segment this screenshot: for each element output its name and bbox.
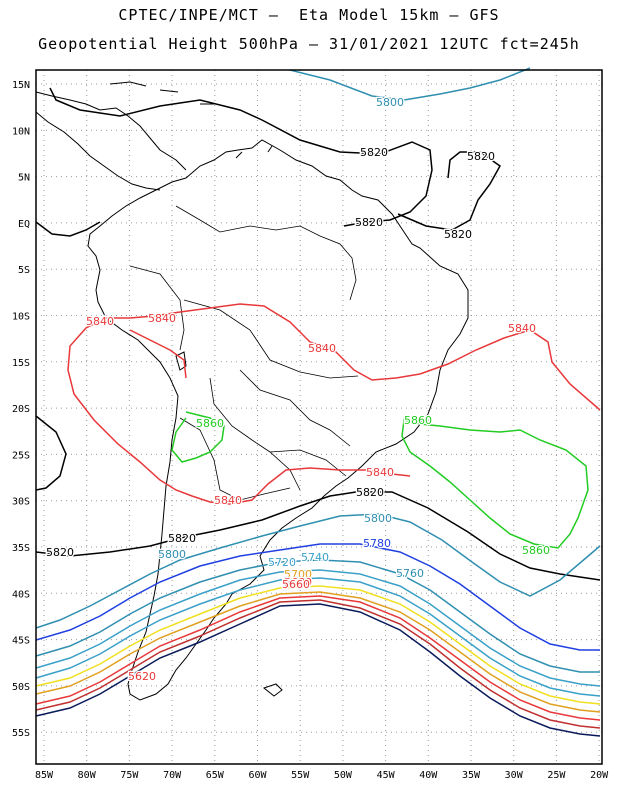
longitude-tick-label: 50W (334, 770, 353, 781)
contour-value-label: 5800 (364, 512, 392, 525)
longitude-tick-label: 80W (78, 770, 97, 781)
contour-value-label: 5840 (148, 312, 176, 325)
contour-5860-east (401, 419, 589, 549)
contour-value-label: 5840 (308, 342, 336, 355)
height-contours (35, 67, 601, 737)
latitude-tick-label: 55S (12, 728, 30, 739)
contour-5820-east (397, 151, 501, 231)
contour-5800-north (289, 67, 531, 101)
central-america-coastline (35, 111, 161, 191)
contour-5820-north (49, 87, 433, 227)
longitude-tick-label: 85W (35, 770, 54, 781)
contour-labels: 5800 5820 5820 5820 5820 5840 5840 5840 5840 5840… (45, 95, 552, 685)
contour-5820-nw (35, 221, 101, 237)
longitude-axis: 85W 80W 75W 70W 65W 60W 55W 50W 45W 40W 35W 30W 25W 2… (35, 770, 609, 781)
latitude-tick-label: 35S (12, 543, 30, 554)
contour-value-label: 5800 (158, 548, 186, 561)
contour-value-label: 5820 (360, 146, 388, 159)
latitude-tick-label: 30S (12, 497, 30, 508)
contour-value-label: 5760 (396, 567, 424, 580)
lake-titicaca (175, 351, 187, 371)
contour-5780 (35, 543, 600, 651)
contour-value-label: 5840 (214, 494, 242, 507)
latitude-tick-label: 5N (18, 173, 30, 184)
map-frame (35, 69, 603, 765)
contour-5860-west (171, 411, 225, 463)
contour-5620 (35, 603, 601, 737)
contour-value-label: 5620 (128, 670, 156, 683)
contour-value-label: 5820 (355, 216, 383, 229)
contour-value-label: 5860 (196, 417, 224, 430)
contour-value-label: 5660 (282, 578, 310, 591)
contour-5740 (35, 569, 601, 687)
map-title-line-1: CPTEC/INPE/MCT – Eta Model 15km – GFS (118, 6, 500, 24)
contour-5820-south (35, 415, 601, 581)
longitude-tick-label: 55W (291, 770, 310, 781)
contour-5640 (35, 599, 601, 729)
longitude-tick-label: 70W (163, 770, 182, 781)
contour-5840-pocket (129, 329, 187, 379)
contour-value-label: 5720 (268, 556, 296, 569)
latitude-tick-label: 10N (12, 126, 30, 137)
caribbean-islands (109, 81, 273, 159)
central-america-coastline-north (35, 91, 187, 171)
latitude-tick-label: 15N (12, 80, 30, 91)
contour-value-label: 5820 (46, 546, 74, 559)
longitude-tick-label: 35W (462, 770, 481, 781)
contour-5840-tropical (106, 303, 601, 411)
contour-5800-south (35, 513, 601, 629)
contour-5700 (35, 585, 601, 705)
contour-value-label: 5840 (508, 322, 536, 335)
latitude-tick-label: 5S (18, 265, 30, 276)
contour-5680 (35, 591, 601, 713)
contour-value-label: 5840 (86, 315, 114, 328)
longitude-tick-label: 25W (547, 770, 566, 781)
contour-value-label: 5800 (376, 96, 404, 109)
latitude-tick-label: 40S (12, 589, 30, 600)
contour-value-label: 5820 (168, 532, 196, 545)
contour-5660 (35, 595, 601, 721)
contour-value-label: 5840 (366, 466, 394, 479)
latitude-tick-label: 10S (12, 312, 30, 323)
lat-lon-grid (36, 70, 602, 764)
contour-5840-subtropical (67, 317, 411, 505)
falklands (262, 683, 283, 697)
latitude-tick-label: 15S (12, 358, 30, 369)
longitude-tick-label: 65W (206, 770, 225, 781)
contour-value-label: 5780 (363, 537, 391, 550)
country-borders (129, 205, 359, 501)
latitude-axis: 15N 10N 5N EQ 5S 10S 15S 20S 25S 30S 35S 40S 45S 50S 5… (12, 80, 30, 739)
longitude-tick-label: 40W (419, 770, 438, 781)
contour-5760 (35, 559, 600, 673)
latitude-tick-label: EQ (18, 219, 30, 230)
contour-value-label: 5680 (284, 576, 312, 589)
contour-value-label: 5740 (301, 551, 329, 564)
contour-value-label: 5820 (356, 486, 384, 499)
contour-value-label: 5820 (467, 150, 495, 163)
longitude-tick-label: 45W (377, 770, 396, 781)
contour-value-label: 5860 (404, 414, 432, 427)
longitude-tick-label: 20W (590, 770, 609, 781)
latitude-tick-label: 25S (12, 450, 30, 461)
longitude-tick-label: 75W (120, 770, 139, 781)
latitude-tick-label: 50S (12, 682, 30, 693)
contour-value-label: 5820 (444, 228, 472, 241)
longitude-tick-label: 60W (248, 770, 267, 781)
longitude-tick-label: 30W (505, 770, 524, 781)
contour-5720 (35, 577, 601, 697)
latitude-tick-label: 20S (12, 404, 30, 415)
contour-value-label: 5860 (522, 544, 550, 557)
map-title-line-2: Geopotential Height 500hPa – 31/01/2021 … (38, 35, 580, 53)
latitude-tick-label: 45S (12, 636, 30, 647)
contour-value-label: 5700 (284, 568, 312, 581)
